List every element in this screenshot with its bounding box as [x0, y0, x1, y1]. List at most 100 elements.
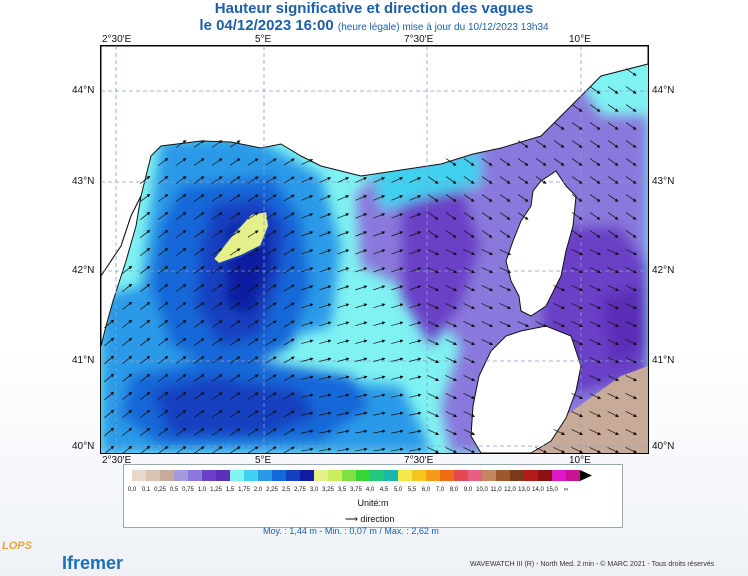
scale-swatch — [482, 470, 496, 481]
wave-direction-arrow — [373, 429, 386, 434]
scale-level-label: 12,0 — [504, 487, 516, 493]
wave-direction-arrow — [355, 249, 368, 255]
wave-direction-arrow — [140, 265, 151, 274]
wave-direction-arrow — [283, 158, 295, 166]
wave-direction-arrow — [427, 230, 439, 238]
wave-direction-arrow — [445, 303, 458, 309]
scale-level-label: 10,0 — [476, 487, 488, 493]
wave-direction-arrow — [211, 338, 223, 346]
wave-direction-arrow — [319, 429, 332, 434]
wave-direction-arrow — [337, 375, 350, 380]
scale-level-label: 8,0 — [449, 487, 459, 493]
wave-direction-arrow — [625, 158, 637, 166]
wave-direction-arrow — [625, 357, 638, 363]
wave-direction-arrow — [337, 339, 350, 344]
wave-direction-arrow — [607, 176, 619, 184]
wave-direction-arrow — [283, 428, 295, 436]
wave-direction-arrow — [301, 177, 314, 183]
wave-direction-arrow — [283, 302, 295, 310]
wave-direction-arrow — [283, 194, 295, 202]
wave-direction-arrow — [355, 339, 368, 344]
wave-direction-arrow — [122, 301, 133, 311]
wave-direction-arrow — [571, 194, 583, 202]
wave-direction-arrow — [247, 284, 259, 292]
scale-swatch — [370, 470, 384, 481]
wave-direction-arrow — [463, 194, 475, 202]
wave-direction-arrow — [175, 428, 187, 436]
wave-direction-arrow — [517, 158, 529, 166]
wave-direction-arrow — [319, 213, 332, 219]
wave-direction-arrow — [589, 212, 601, 220]
wave-direction-arrow — [607, 411, 620, 417]
scale-level-label: 13,0 — [518, 487, 530, 493]
wave-direction-arrow — [337, 249, 350, 255]
scale-level-label: 1,0 — [197, 487, 207, 493]
wave-direction-arrow — [571, 429, 584, 435]
scale-level-label: 2,5 — [281, 487, 291, 493]
wave-direction-arrow — [391, 321, 404, 327]
wave-direction-arrow — [211, 212, 223, 220]
wave-direction-arrow — [373, 411, 386, 416]
scale-swatch — [328, 470, 342, 481]
wave-direction-arrow — [319, 321, 332, 327]
wave-direction-arrow — [607, 375, 620, 381]
forecast-date: le 04/12/2023 16:00 — [199, 17, 334, 34]
lat-label-right-44: 44°N — [652, 85, 675, 96]
wave-direction-arrow — [104, 373, 115, 383]
wave-direction-arrow — [319, 411, 332, 416]
wave-direction-arrow — [427, 321, 440, 327]
wave-direction-arrow — [229, 410, 241, 418]
wave-direction-arrow — [301, 339, 314, 344]
wave-direction-arrow — [445, 158, 457, 166]
direction-legend: ⟶ direction — [345, 514, 394, 525]
wave-direction-arrow — [481, 194, 493, 202]
wave-direction-arrow — [301, 231, 314, 237]
wave-direction-arrow — [409, 339, 422, 344]
wave-direction-arrow — [319, 195, 332, 201]
wave-direction-arrow — [535, 447, 548, 453]
wave-direction-arrow — [463, 230, 475, 238]
wave-direction-arrow — [445, 375, 458, 381]
wave-direction-arrow — [571, 285, 584, 291]
wave-direction-arrow — [104, 445, 115, 453]
wave-direction-arrow — [157, 301, 169, 310]
wave-direction-arrow — [157, 265, 169, 274]
scale-swatch — [300, 470, 314, 481]
wave-direction-arrow — [373, 195, 386, 201]
wave-direction-arrow — [211, 320, 223, 328]
wave-direction-arrow — [175, 266, 187, 274]
wave-direction-arrow — [625, 339, 638, 345]
wave-direction-arrow — [553, 158, 565, 166]
wave-direction-arrow — [499, 158, 511, 166]
wave-direction-arrow — [463, 339, 476, 345]
wave-direction-arrow — [463, 267, 476, 273]
scale-swatch — [440, 470, 454, 481]
wave-direction-arrow — [625, 321, 638, 327]
scale-level-label: 5,5 — [407, 487, 417, 493]
wave-direction-arrow — [607, 447, 620, 453]
wave-direction-arrow — [517, 176, 529, 184]
map-title: Hauteur significative et direction des v… — [214, 0, 534, 17]
wave-direction-arrow — [319, 285, 332, 291]
wave-direction-arrow — [283, 356, 295, 364]
scale-level-label: 4,0 — [365, 487, 375, 493]
scale-level-label: ∞ — [563, 487, 569, 493]
wave-direction-arrow — [337, 177, 350, 183]
wave-direction-arrow — [499, 230, 511, 238]
scale-swatch — [384, 470, 398, 481]
wave-direction-arrow — [571, 104, 583, 112]
scale-swatch — [174, 470, 188, 481]
wave-direction-arrow — [409, 447, 422, 452]
wave-direction-arrow — [193, 140, 205, 148]
wave-direction-arrow — [481, 285, 494, 291]
wave-direction-arrow — [625, 411, 638, 417]
wave-direction-arrows — [104, 68, 638, 453]
scale-swatch — [454, 470, 468, 481]
wave-direction-arrow — [445, 212, 457, 220]
wave-direction-arrow — [571, 230, 583, 238]
wave-direction-arrow — [122, 265, 133, 275]
wave-direction-arrow — [301, 213, 314, 219]
wave-direction-arrow — [463, 285, 476, 291]
lat-label-left-43: 43°N — [72, 176, 95, 187]
wave-direction-arrow — [445, 411, 458, 417]
